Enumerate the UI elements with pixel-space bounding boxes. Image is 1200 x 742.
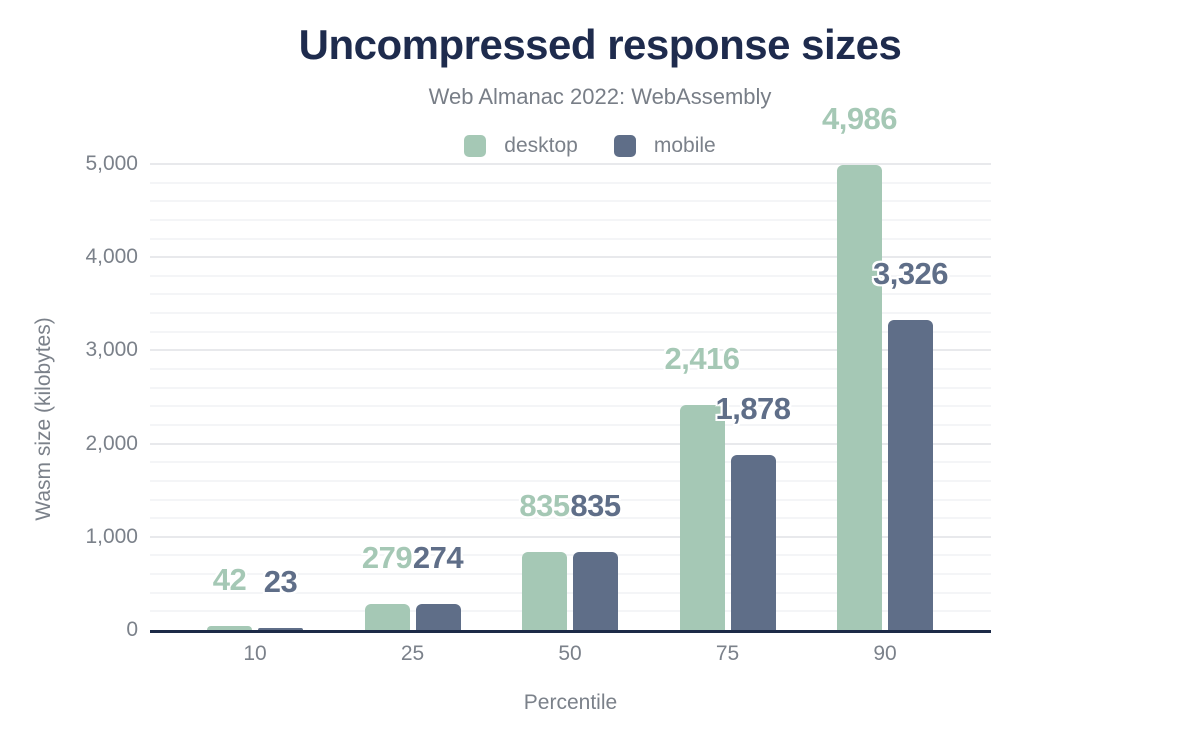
legend-item-mobile: mobile <box>613 134 716 158</box>
gridline-minor <box>150 461 991 464</box>
bar-desktop-p50 <box>522 552 567 630</box>
gridline-minor <box>150 237 991 240</box>
bar-value-label-desktop-p90: 4,986 <box>821 101 898 136</box>
bar-value-label-mobile-p50: 835 <box>570 488 621 523</box>
gridline-minor <box>150 573 991 576</box>
gridline-minor <box>150 423 991 426</box>
legend-item-desktop: desktop <box>464 134 578 158</box>
y-tick-label: 5,000 <box>85 152 138 175</box>
bar-desktop-p10 <box>207 626 252 630</box>
gridline-minor <box>150 405 991 408</box>
x-axis-line <box>150 630 991 633</box>
gridline-minor <box>150 554 991 557</box>
gridline-major <box>150 349 991 352</box>
x-tick-label: 90 <box>873 642 897 665</box>
x-axis-title: Percentile <box>523 691 618 714</box>
chart-title: Uncompressed response sizes <box>298 21 902 68</box>
legend-swatch-desktop <box>464 135 487 157</box>
gridline-minor <box>150 218 991 221</box>
gridline-minor <box>150 517 991 520</box>
bar-value-label-desktop-p10: 42 <box>212 562 247 597</box>
gridline-minor <box>150 274 991 277</box>
bar-desktop-p25 <box>364 604 410 630</box>
bar-mobile-p75 <box>730 455 776 630</box>
gridline-minor <box>150 386 991 389</box>
bar-value-label-mobile-p25: 274 <box>412 540 464 575</box>
bar-value-label-desktop-p75: 2,416 <box>664 341 740 376</box>
bar-value-label-desktop-p25: 279 <box>361 540 413 575</box>
x-tick-label: 50 <box>558 642 582 665</box>
gridline-minor <box>150 200 991 203</box>
gridline-major <box>150 163 991 165</box>
bar-value-label-mobile-p10: 23 <box>263 564 298 599</box>
gridline-minor <box>150 498 991 501</box>
x-tick-label: 25 <box>400 642 425 665</box>
chart-legend: desktop mobile <box>0 134 1190 158</box>
gridline-major <box>150 256 991 259</box>
gridline-minor <box>150 368 991 371</box>
gridline-major <box>150 442 991 445</box>
bar-mobile-p50 <box>573 552 618 630</box>
legend-label: desktop <box>504 134 578 157</box>
gridline-minor <box>150 312 991 315</box>
bar-desktop-p90 <box>837 165 882 630</box>
plot-area: 42 279 835 2,416 4,986 23 274 835 1,878 3,326 <box>150 101 991 633</box>
gridline-minor <box>150 293 991 296</box>
x-tick-label: 75 <box>715 642 740 665</box>
gridline-minor <box>150 330 991 333</box>
gridline-minor <box>150 610 991 613</box>
x-tick-label: 10 <box>243 642 267 665</box>
bar-value-label-mobile-p75: 1,878 <box>715 391 791 426</box>
y-tick-label: 2,000 <box>85 431 138 455</box>
bar-value-label-mobile-p90: 3,326 <box>872 256 949 291</box>
gridline-major <box>150 535 991 538</box>
bar-desktop-p75 <box>679 405 725 630</box>
legend-swatch-mobile <box>613 135 636 157</box>
y-tick-label: 4,000 <box>85 245 138 269</box>
y-tick-label: 3,000 <box>85 338 138 362</box>
chart-subtitle: Web Almanac 2022: WebAssembly <box>428 84 772 109</box>
gridline-minor <box>150 591 991 594</box>
y-tick-label: 1,000 <box>85 524 138 548</box>
bar-mobile-p10 <box>258 628 303 630</box>
gridline-minor <box>150 181 991 184</box>
gridline-minor <box>150 479 991 482</box>
bar-value-label-desktop-p50: 835 <box>519 488 570 523</box>
bar-mobile-p90 <box>888 320 933 630</box>
bar-mobile-p25 <box>415 604 461 630</box>
y-tick-label: 0 <box>126 618 138 641</box>
legend-label: mobile <box>653 134 716 157</box>
